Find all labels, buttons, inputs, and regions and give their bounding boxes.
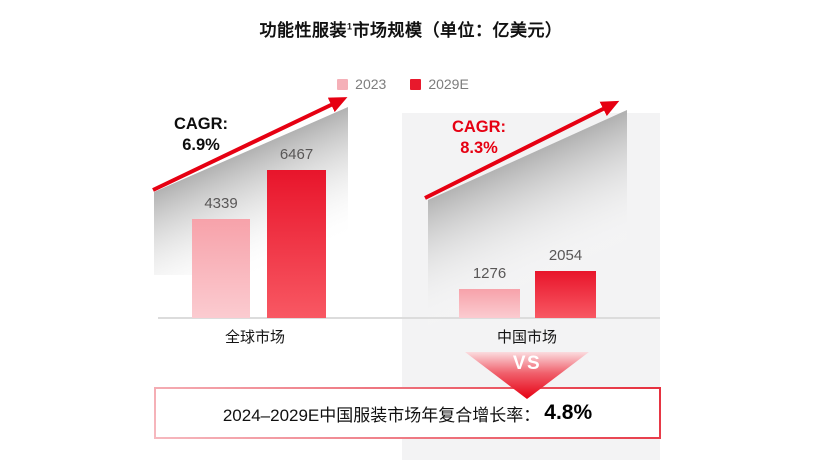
category-label-china: 中国市场 <box>496 329 557 346</box>
cagr-china: CAGR: 8.3% <box>424 117 534 160</box>
legend: 2023 2029E <box>0 76 814 92</box>
legend-item-2023: 2023 <box>337 76 386 92</box>
cagr-global-value: 6.9% <box>182 136 220 155</box>
cagr-global: CAGR: 6.9% <box>146 114 256 157</box>
bar-group-global-2029e: 6467 <box>267 146 326 318</box>
legend-swatch-2023-icon <box>337 78 349 90</box>
x-axis-line <box>158 317 660 319</box>
legend-label-2023: 2023 <box>355 76 387 92</box>
page-title: 功能性服装1市场规模（单位：亿美元） <box>0 16 822 41</box>
bar-value-global-2029e: 6467 <box>279 146 314 163</box>
category-label-global: 全球市场 <box>224 329 285 346</box>
cagr-global-label: CAGR: <box>173 115 229 133</box>
cagr-china-value: 8.3% <box>460 139 498 158</box>
bar-china-2023 <box>459 289 520 318</box>
title-part1: 功能性服装 <box>259 21 347 40</box>
bar-group-china-2029e: 2054 <box>535 247 596 318</box>
bar-global-2029e <box>267 170 326 318</box>
bar-value-global-2023: 4339 <box>204 195 238 212</box>
vs-badge-label: VS <box>512 353 542 374</box>
footer-summary-box: 2024–2029E中国服装市场年复合增长率： 4.8% <box>154 387 661 439</box>
bar-group-china-2023: 1276 <box>459 265 520 318</box>
bar-value-china-2023: 1276 <box>472 265 507 282</box>
legend-label-2029e: 2029E <box>428 76 469 92</box>
bar-value-china-2029e: 2054 <box>548 247 583 264</box>
title-footnote-marker: 1 <box>346 21 353 32</box>
cagr-china-label: CAGR: <box>451 118 507 136</box>
footer-summary-text: 2024–2029E中国服装市场年复合增长率： <box>222 405 541 425</box>
bar-group-global-2023: 4339 <box>192 195 250 318</box>
bar-global-2023 <box>192 219 250 318</box>
legend-item-2029e: 2029E <box>410 76 469 92</box>
title-part2: 市场规模（单位：亿美元） <box>352 21 563 40</box>
legend-swatch-2029e-icon <box>410 78 422 90</box>
bar-china-2029e <box>535 271 596 318</box>
footer-summary-value: 4.8% <box>544 401 593 424</box>
